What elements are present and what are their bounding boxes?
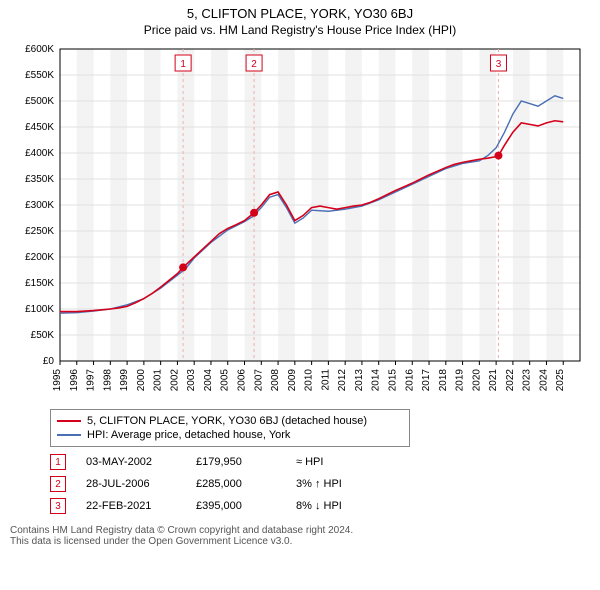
svg-text:£500K: £500K xyxy=(25,96,54,107)
sale-price: £395,000 xyxy=(196,500,276,512)
svg-text:£150K: £150K xyxy=(25,278,54,289)
svg-text:1997: 1997 xyxy=(86,369,97,392)
svg-text:2008: 2008 xyxy=(270,369,281,392)
svg-text:£550K: £550K xyxy=(25,70,54,81)
sale-row: 3 22-FEB-2021 £395,000 8% ↓ HPI xyxy=(50,495,590,517)
svg-text:2017: 2017 xyxy=(421,369,432,392)
svg-text:2021: 2021 xyxy=(488,369,499,392)
svg-text:2002: 2002 xyxy=(169,369,180,392)
svg-text:2: 2 xyxy=(251,59,257,70)
svg-text:2006: 2006 xyxy=(237,369,248,392)
svg-text:2023: 2023 xyxy=(522,369,533,392)
footer-attribution: Contains HM Land Registry data © Crown c… xyxy=(10,525,590,547)
footer-line1: Contains HM Land Registry data © Crown c… xyxy=(10,525,590,536)
sale-row: 1 03-MAY-2002 £179,950 ≈ HPI xyxy=(50,451,590,473)
legend-item: 5, CLIFTON PLACE, YORK, YO30 6BJ (detach… xyxy=(57,414,403,428)
svg-text:£600K: £600K xyxy=(25,44,54,55)
svg-text:1: 1 xyxy=(180,59,186,70)
sale-marker: 3 xyxy=(50,498,66,514)
svg-text:3: 3 xyxy=(496,59,502,70)
legend-swatch xyxy=(57,420,81,422)
svg-text:2004: 2004 xyxy=(203,369,214,392)
svg-text:2019: 2019 xyxy=(455,369,466,392)
sale-vs-hpi: 8% ↓ HPI xyxy=(296,500,376,512)
svg-text:£0: £0 xyxy=(43,356,55,367)
svg-text:£250K: £250K xyxy=(25,226,54,237)
sale-vs-hpi: ≈ HPI xyxy=(296,456,376,468)
svg-text:2009: 2009 xyxy=(287,369,298,392)
legend-label: HPI: Average price, detached house, York xyxy=(87,429,290,441)
svg-text:£400K: £400K xyxy=(25,148,54,159)
sale-date: 22-FEB-2021 xyxy=(86,500,176,512)
chart-svg: £0 £50K £100K £150K £200K £250K £300K £350K £400… xyxy=(10,41,590,401)
svg-text:1998: 1998 xyxy=(102,369,113,392)
svg-text:£200K: £200K xyxy=(25,252,54,263)
sale-date: 03-MAY-2002 xyxy=(86,456,176,468)
svg-text:2011: 2011 xyxy=(320,369,331,391)
svg-text:2020: 2020 xyxy=(471,369,482,392)
svg-text:1999: 1999 xyxy=(119,369,130,392)
legend-swatch xyxy=(57,434,81,436)
sale-row: 2 28-JUL-2006 £285,000 3% ↑ HPI xyxy=(50,473,590,495)
svg-text:2010: 2010 xyxy=(304,369,315,392)
footer-line2: This data is licensed under the Open Gov… xyxy=(10,536,590,547)
svg-text:£450K: £450K xyxy=(25,122,54,133)
svg-text:2001: 2001 xyxy=(153,369,164,392)
svg-text:2003: 2003 xyxy=(186,369,197,392)
sale-marker: 2 xyxy=(50,476,66,492)
chart-title: 5, CLIFTON PLACE, YORK, YO30 6BJ xyxy=(0,0,600,21)
svg-text:2007: 2007 xyxy=(253,369,264,392)
svg-text:2024: 2024 xyxy=(538,369,549,392)
svg-text:1996: 1996 xyxy=(69,369,80,392)
svg-text:2022: 2022 xyxy=(505,369,516,392)
sale-date: 28-JUL-2006 xyxy=(86,478,176,490)
sale-price: £179,950 xyxy=(196,456,276,468)
svg-text:2016: 2016 xyxy=(404,369,415,392)
sales-table: 1 03-MAY-2002 £179,950 ≈ HPI 2 28-JUL-2006 £28… xyxy=(50,451,590,517)
svg-text:£50K: £50K xyxy=(31,330,55,341)
legend-item: HPI: Average price, detached house, York xyxy=(57,428,403,442)
sale-vs-hpi: 3% ↑ HPI xyxy=(296,478,376,490)
svg-text:2015: 2015 xyxy=(387,369,398,392)
svg-text:2000: 2000 xyxy=(136,369,147,392)
svg-text:2013: 2013 xyxy=(354,369,365,392)
svg-text:£350K: £350K xyxy=(25,174,54,185)
svg-text:£300K: £300K xyxy=(25,200,54,211)
svg-text:1995: 1995 xyxy=(52,369,63,392)
sale-price: £285,000 xyxy=(196,478,276,490)
legend-label: 5, CLIFTON PLACE, YORK, YO30 6BJ (detach… xyxy=(87,415,367,427)
svg-text:2014: 2014 xyxy=(371,369,382,392)
svg-text:2018: 2018 xyxy=(438,369,449,392)
sale-marker: 1 xyxy=(50,454,66,470)
chart-subtitle: Price paid vs. HM Land Registry's House … xyxy=(0,21,600,41)
svg-text:2025: 2025 xyxy=(555,369,566,392)
svg-text:2005: 2005 xyxy=(220,369,231,392)
chart-area: £0 £50K £100K £150K £200K £250K £300K £350K £400… xyxy=(10,41,590,401)
svg-text:£100K: £100K xyxy=(25,304,54,315)
svg-text:2012: 2012 xyxy=(337,369,348,392)
legend-box: 5, CLIFTON PLACE, YORK, YO30 6BJ (detach… xyxy=(50,409,410,447)
